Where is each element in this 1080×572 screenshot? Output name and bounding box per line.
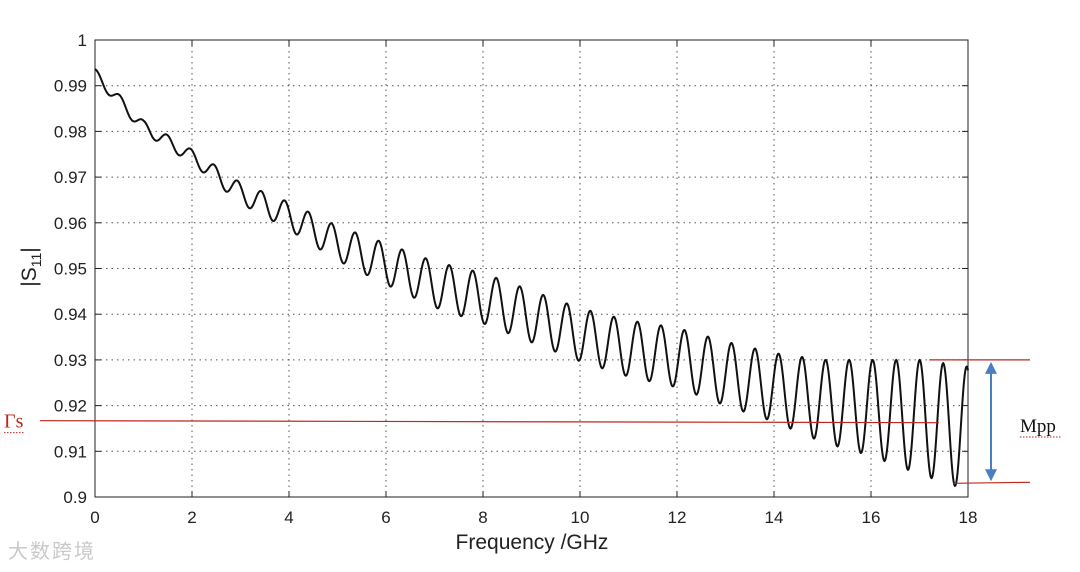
y-tick-label: 0.96 [54,214,87,233]
x-axis-title: Frequency /GHz [456,531,609,554]
y-tick-label: 0.93 [54,351,87,370]
watermark: 大数跨境 [8,539,96,563]
x-tick-label: 2 [187,508,196,527]
gamma-label: Γs [4,411,24,433]
y-tick-label: 0.94 [54,305,87,324]
plot-area [94,39,969,498]
y-axis-title-close: | [18,247,41,252]
y-tick-label: 0.95 [54,260,87,279]
mpp-arrow-head-down [985,469,997,482]
annotations: Γs Mpp [4,359,1062,484]
y-tick-label: 1 [78,31,87,50]
x-tick-label: 12 [668,508,687,527]
y-tick-label: 0.91 [54,442,87,461]
mpp-bottom-line [953,481,1031,484]
y-axis-title: |S11| [18,247,44,286]
s11-curve [94,68,969,488]
y-tick-label: 0.92 [54,397,87,416]
y-tick-label: 0.98 [54,122,87,141]
x-tick-label: 14 [765,508,784,527]
y-tick-label: 0.97 [54,168,87,187]
gamma-reference-line [39,420,939,424]
grid [95,40,968,497]
y-tick-label: 0.99 [54,77,87,96]
mpp-arrow-head-up [985,361,997,374]
x-tick-label: 18 [959,508,978,527]
x-tick-label: 6 [381,508,390,527]
series-group [94,68,969,488]
y-axis-ticks: 0.9 0.91 0.92 0.93 0.94 0.95 0.96 0.97 0.98 0.99 1 [54,31,968,507]
x-tick-label: 16 [862,508,881,527]
x-tick-label: 10 [571,508,590,527]
x-tick-label: 0 [90,508,99,527]
x-tick-label: 8 [478,508,487,527]
x-tick-label: 4 [284,508,293,527]
mpp-label: Mpp [1020,416,1056,437]
y-tick-label: 0.9 [63,488,87,507]
x-axis-ticks: 0 2 4 6 8 10 12 14 16 18 [90,40,977,527]
y-axis-title-sub: 11 [28,253,44,268]
y-axis-title-main: |S [18,267,41,286]
